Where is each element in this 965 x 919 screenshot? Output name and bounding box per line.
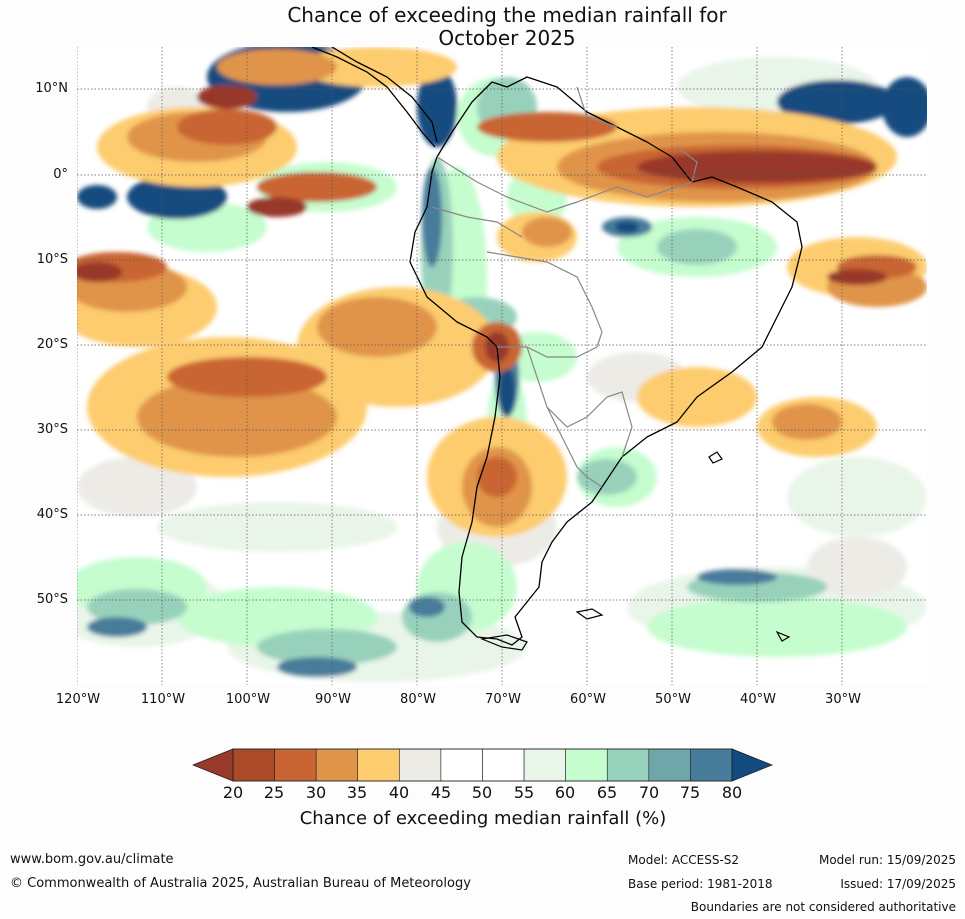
colorbar-segment bbox=[232, 748, 275, 782]
lon-label-40w: 40°W bbox=[740, 692, 776, 707]
colorbar-segments bbox=[232, 748, 733, 782]
colorbar-segment bbox=[399, 748, 442, 782]
colorbar-tick-80: 80 bbox=[721, 783, 743, 802]
colorbar-title: Chance of exceeding median rainfall (%) bbox=[299, 808, 667, 829]
lon-label-60w: 60°W bbox=[570, 692, 606, 707]
lon-label-70w: 70°W bbox=[485, 692, 521, 707]
map-title: Chance of exceeding the median rainfall … bbox=[0, 4, 965, 50]
colorbar-tick-75: 75 bbox=[679, 783, 701, 802]
copyright-text: © Commonwealth of Australia 2025, Austra… bbox=[10, 876, 471, 891]
colorbar-segment bbox=[315, 748, 359, 782]
lat-label-10s: 10°S bbox=[36, 252, 68, 267]
lon-label-90w: 90°W bbox=[315, 692, 351, 707]
colorbar-segment bbox=[274, 748, 317, 782]
lon-label-100w: 100°W bbox=[225, 692, 271, 707]
colorbar-tick-65: 65 bbox=[596, 783, 618, 802]
lat-label-20s: 20°S bbox=[36, 337, 68, 352]
colorbar-segment bbox=[357, 748, 400, 782]
colorbar-tick-25: 25 bbox=[263, 783, 285, 802]
colorbar-low-arrow bbox=[192, 748, 234, 782]
lon-label-30w: 30°W bbox=[825, 692, 861, 707]
base-period-info: Base period: 1981-2018 bbox=[628, 877, 773, 891]
title-line-1: Chance of exceeding the median rainfall … bbox=[287, 3, 727, 27]
title-line-2: October 2025 bbox=[438, 26, 576, 50]
issued-info: Issued: 17/09/2025 bbox=[840, 877, 956, 891]
colorbar-segment bbox=[648, 748, 691, 782]
colorbar-tick-30: 30 bbox=[305, 783, 327, 802]
colorbar-tick-70: 70 bbox=[638, 783, 660, 802]
colorbar-tick-55: 55 bbox=[513, 783, 535, 802]
lon-label-80w: 80°W bbox=[400, 692, 436, 707]
lat-label-30s: 30°S bbox=[36, 422, 68, 437]
lat-label-40s: 40°S bbox=[36, 507, 68, 522]
colorbar-segment bbox=[482, 748, 525, 782]
islands bbox=[479, 451, 791, 651]
central-america-coastline bbox=[311, 47, 438, 148]
lat-label-10n: 10°N bbox=[35, 81, 68, 96]
south-america-coastline bbox=[409, 76, 803, 646]
colorbar bbox=[192, 748, 774, 782]
colorbar-tick-40: 40 bbox=[388, 783, 410, 802]
model-run-info: Model run: 15/09/2025 bbox=[818, 853, 956, 867]
lat-label-50s: 50°S bbox=[36, 592, 68, 607]
website-link[interactable]: www.bom.gov.au/climate bbox=[10, 852, 174, 867]
colorbar-tick-20: 20 bbox=[222, 783, 244, 802]
colorbar-segment bbox=[565, 748, 608, 782]
lat-label-0: 0° bbox=[53, 167, 68, 182]
colorbar-tick-45: 45 bbox=[430, 783, 452, 802]
lon-label-50w: 50°W bbox=[655, 692, 691, 707]
colorbar-segment bbox=[440, 748, 483, 782]
rainfall-map bbox=[77, 47, 927, 685]
colorbar-segment bbox=[690, 748, 733, 782]
model-info: Model: ACCESS-S2 bbox=[628, 853, 740, 867]
colorbar-high-arrow bbox=[731, 748, 774, 782]
boundaries-disclaimer: Boundaries are not considered authoritat… bbox=[690, 900, 956, 914]
colorbar-tick-60: 60 bbox=[554, 783, 576, 802]
lon-label-110w: 110°W bbox=[140, 692, 186, 707]
lon-label-120w: 120°W bbox=[55, 692, 101, 707]
colorbar-segment bbox=[523, 748, 566, 782]
country-borders bbox=[431, 86, 698, 488]
colorbar-tick-50: 50 bbox=[471, 783, 493, 802]
map-gridlines bbox=[77, 47, 927, 685]
colorbar-tick-35: 35 bbox=[346, 783, 368, 802]
colorbar-segment bbox=[606, 748, 650, 782]
